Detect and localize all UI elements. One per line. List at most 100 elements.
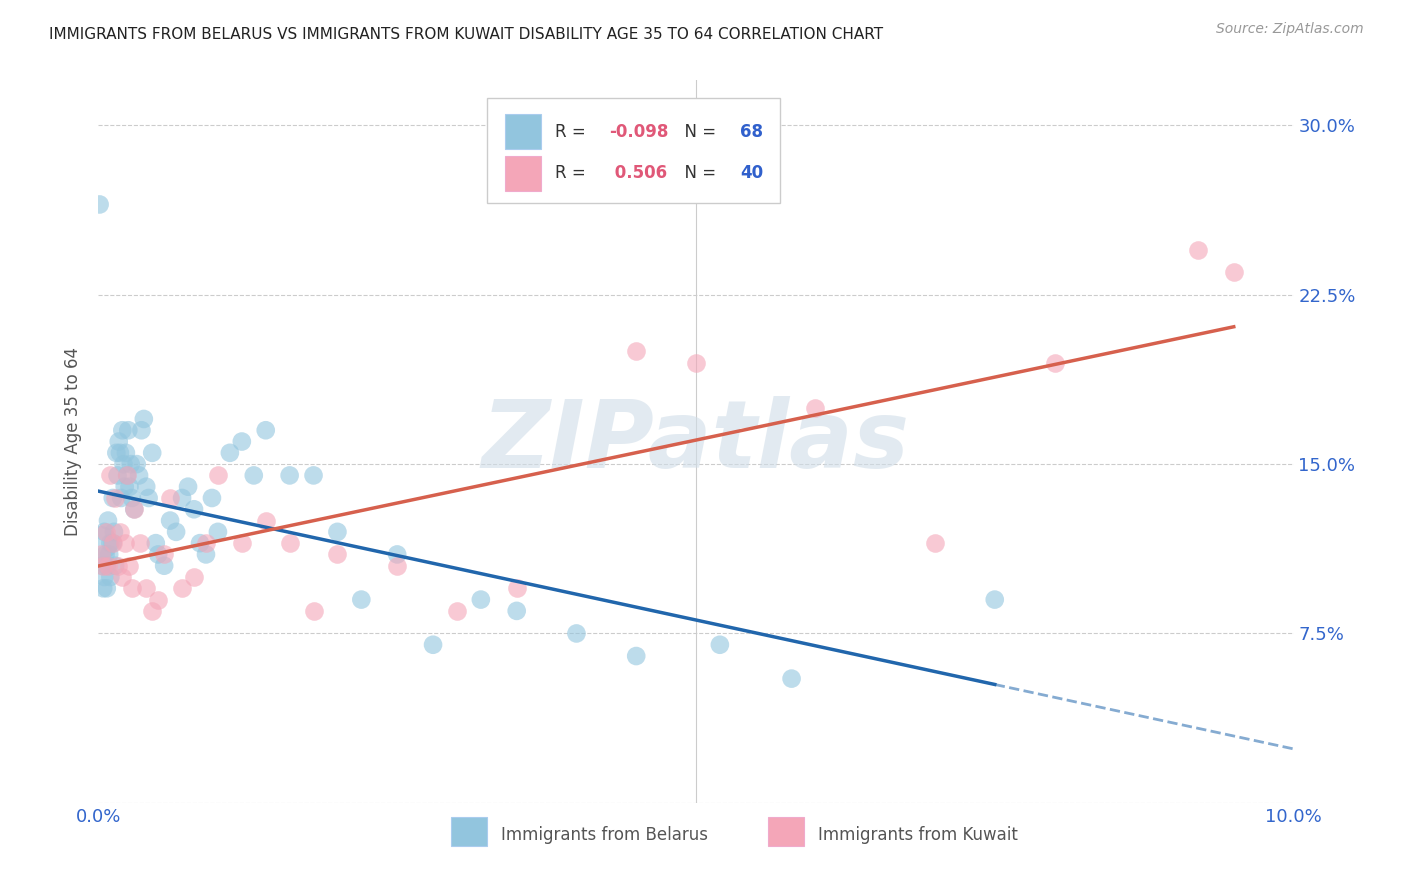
- Point: [302, 604, 325, 618]
- Point: [125, 457, 148, 471]
- Text: Source: ZipAtlas.com: Source: ZipAtlas.com: [1216, 22, 1364, 37]
- Point: [626, 648, 648, 663]
- Point: [1043, 355, 1066, 369]
- Text: R =: R =: [555, 164, 591, 183]
- Point: [148, 592, 170, 607]
- Point: [118, 480, 141, 494]
- Point: [422, 638, 444, 652]
- Point: [278, 468, 301, 483]
- Point: [506, 582, 529, 596]
- Point: [94, 524, 117, 539]
- Text: Immigrants from Belarus: Immigrants from Belarus: [501, 826, 709, 845]
- Point: [188, 536, 211, 550]
- Text: 0.506: 0.506: [609, 164, 666, 183]
- Point: [804, 401, 827, 415]
- FancyBboxPatch shape: [486, 98, 780, 203]
- Point: [108, 446, 131, 460]
- Text: 68: 68: [740, 122, 763, 141]
- Point: [98, 548, 121, 562]
- Point: [105, 446, 128, 460]
- Point: [103, 524, 125, 539]
- Text: N =: N =: [675, 164, 721, 183]
- Point: [183, 502, 205, 516]
- FancyBboxPatch shape: [451, 817, 486, 847]
- Point: [302, 468, 325, 483]
- Point: [135, 582, 157, 596]
- Point: [1223, 265, 1246, 279]
- Point: [128, 468, 150, 483]
- Point: [141, 604, 163, 618]
- Point: [114, 480, 136, 494]
- Point: [135, 480, 157, 494]
- Point: [104, 558, 127, 573]
- Point: [120, 457, 142, 471]
- Point: [153, 548, 176, 562]
- Point: [91, 558, 114, 573]
- Point: [101, 491, 124, 505]
- FancyBboxPatch shape: [768, 817, 804, 847]
- Point: [207, 468, 229, 483]
- Point: [115, 446, 138, 460]
- Point: [626, 344, 648, 359]
- Point: [195, 548, 218, 562]
- Point: [1187, 243, 1209, 257]
- Point: [207, 524, 229, 539]
- Point: [114, 536, 136, 550]
- Text: IMMIGRANTS FROM BELARUS VS IMMIGRANTS FROM KUWAIT DISABILITY AGE 35 TO 64 CORREL: IMMIGRANTS FROM BELARUS VS IMMIGRANTS FR…: [49, 27, 883, 42]
- Point: [141, 446, 163, 460]
- Point: [470, 592, 492, 607]
- Point: [101, 536, 124, 550]
- Point: [111, 423, 134, 437]
- Point: [121, 582, 143, 596]
- Point: [159, 514, 181, 528]
- Point: [165, 524, 187, 539]
- Point: [172, 582, 194, 596]
- Point: [565, 626, 588, 640]
- Point: [984, 592, 1007, 607]
- Point: [90, 536, 112, 550]
- Point: [506, 604, 529, 618]
- Point: [124, 502, 146, 516]
- Point: [138, 491, 160, 505]
- Point: [110, 491, 132, 505]
- Point: [117, 423, 139, 437]
- Point: [132, 412, 155, 426]
- Point: [98, 536, 122, 550]
- Point: [780, 672, 803, 686]
- Point: [172, 491, 194, 505]
- Point: [96, 558, 118, 573]
- Point: [98, 570, 122, 584]
- Point: [177, 480, 200, 494]
- Point: [115, 468, 138, 483]
- Text: N =: N =: [675, 122, 721, 141]
- Point: [709, 638, 731, 652]
- Point: [446, 604, 468, 618]
- Text: -0.098: -0.098: [609, 122, 668, 141]
- Text: ZIPatlas: ZIPatlas: [482, 395, 910, 488]
- Point: [385, 558, 409, 573]
- Point: [145, 536, 167, 550]
- Point: [124, 502, 146, 516]
- Point: [131, 423, 153, 437]
- Text: 40: 40: [740, 164, 763, 183]
- Text: R =: R =: [555, 122, 591, 141]
- Point: [101, 536, 124, 550]
- Point: [97, 558, 120, 573]
- Point: [97, 514, 120, 528]
- Point: [93, 570, 115, 584]
- Point: [112, 457, 135, 471]
- Point: [107, 468, 129, 483]
- Point: [96, 582, 118, 596]
- Point: [195, 536, 218, 550]
- Point: [183, 570, 205, 584]
- Point: [118, 558, 141, 573]
- Y-axis label: Disability Age 35 to 64: Disability Age 35 to 64: [65, 347, 83, 536]
- Point: [201, 491, 224, 505]
- Point: [90, 548, 112, 562]
- Point: [107, 558, 129, 573]
- Point: [98, 468, 122, 483]
- FancyBboxPatch shape: [505, 114, 541, 149]
- Point: [219, 446, 242, 460]
- Point: [94, 548, 117, 562]
- Point: [685, 355, 707, 369]
